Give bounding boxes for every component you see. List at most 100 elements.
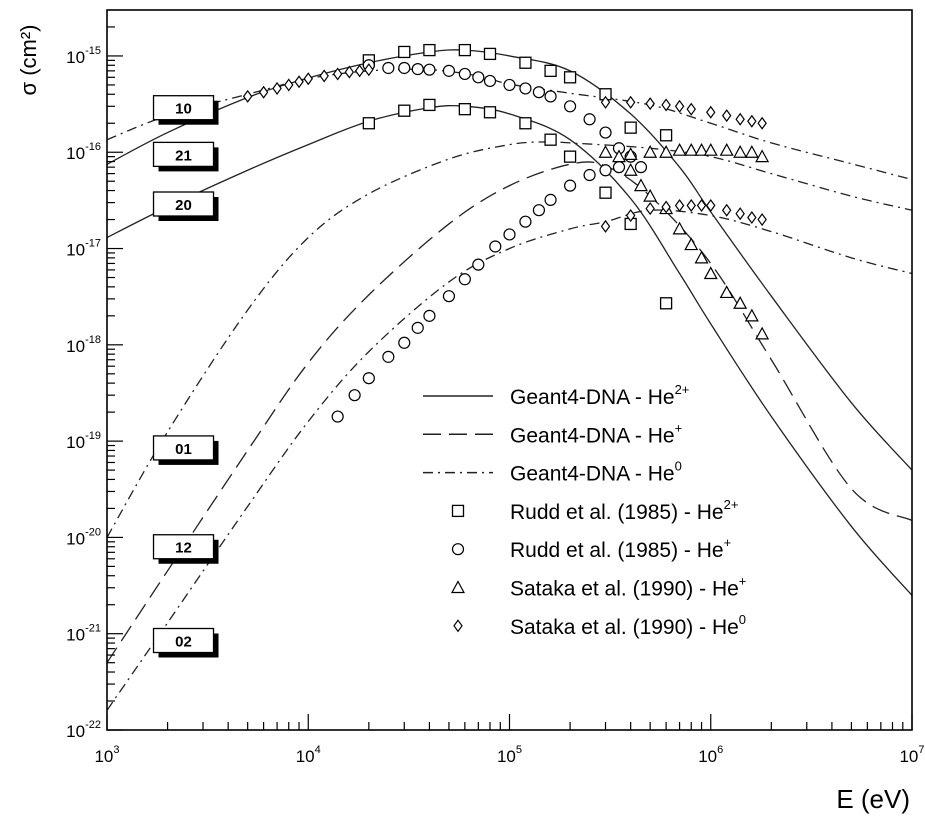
data-point-triangle bbox=[623, 147, 638, 160]
curve-label-12: 12 bbox=[152, 534, 219, 564]
legend-label: Rudd et al. (1985) - He+ bbox=[510, 535, 731, 562]
curve-label-box bbox=[152, 627, 215, 654]
data-point-triangle bbox=[703, 142, 718, 156]
curve-01 bbox=[106, 141, 913, 538]
data-point-diamond bbox=[294, 75, 304, 89]
data-point-diamond bbox=[303, 72, 313, 86]
curve-label-box bbox=[152, 191, 215, 217]
legend-marker-circle bbox=[451, 543, 465, 556]
data-point-diamond bbox=[686, 102, 696, 116]
curve-label-layer: 10 21 20 01 12 02 bbox=[152, 95, 219, 658]
data-point-circle bbox=[503, 78, 516, 92]
x-tick-label: 106 bbox=[698, 744, 723, 766]
marker-layer bbox=[242, 43, 770, 423]
legend-label-text: Rudd et al. (1985) - He bbox=[510, 501, 724, 524]
data-point-triangle bbox=[643, 188, 658, 202]
y-tick-label: 10-18 bbox=[66, 334, 101, 356]
data-point-square bbox=[544, 64, 557, 78]
data-point-square bbox=[362, 117, 375, 130]
x-tick-label-base: 10 bbox=[698, 747, 717, 766]
legend-label-text: Geant4-DNA - He bbox=[510, 386, 675, 409]
data-point-circle bbox=[442, 290, 456, 303]
data-point-triangle bbox=[623, 163, 638, 176]
data-point-square bbox=[423, 98, 436, 112]
curve-label-text: 02 bbox=[175, 634, 192, 651]
y-axis-label: σ (cm²) bbox=[16, 25, 41, 96]
data-point-triangle bbox=[694, 250, 709, 264]
data-point-circle bbox=[612, 161, 626, 174]
data-point-square bbox=[599, 186, 612, 199]
data-point-diamond bbox=[674, 99, 685, 113]
data-point-triangle bbox=[598, 144, 613, 158]
data-point-square bbox=[563, 71, 577, 84]
legend-entry: Sataka et al. (1990) - He+ bbox=[450, 574, 746, 601]
legend-label-superscript: 2+ bbox=[724, 497, 739, 512]
data-point-triangle bbox=[755, 149, 770, 163]
data-point-square bbox=[398, 104, 411, 117]
data-point-triangle bbox=[694, 142, 709, 156]
curve-label-text: 12 bbox=[175, 540, 192, 557]
data-point-triangle bbox=[672, 142, 687, 156]
data-point-diamond bbox=[645, 97, 655, 111]
legend-label-superscript: + bbox=[739, 574, 747, 589]
legend-entry: Geant4-DNA - He2+ bbox=[423, 382, 689, 409]
data-point-diamond bbox=[344, 65, 355, 79]
data-point-circle bbox=[483, 74, 497, 88]
data-point-square bbox=[563, 150, 577, 163]
data-point-circle bbox=[458, 67, 471, 81]
data-point-circle bbox=[472, 258, 485, 271]
curve-12 bbox=[106, 161, 913, 664]
data-point-triangle bbox=[643, 144, 658, 158]
data-point-circle bbox=[382, 61, 395, 75]
data-point-circle bbox=[532, 86, 546, 99]
legend-label: Sataka et al. (1990) - He+ bbox=[510, 574, 746, 601]
data-point-circle bbox=[331, 410, 344, 423]
data-point-triangle bbox=[633, 178, 648, 192]
y-tick-label: 10-17 bbox=[66, 238, 101, 260]
data-point-circle bbox=[599, 126, 612, 139]
legend-label-text: Rudd et al. (1985) - He bbox=[510, 539, 724, 562]
x-tick-label-exponent: 4 bbox=[315, 744, 321, 756]
legend-label: Geant4-DNA - He2+ bbox=[510, 382, 689, 409]
data-point-circle bbox=[442, 64, 456, 77]
x-tick-label-base: 10 bbox=[497, 747, 516, 766]
data-point-diamond bbox=[284, 78, 294, 92]
curve-label-text: 20 bbox=[175, 197, 192, 214]
x-tick-label: 104 bbox=[296, 744, 321, 766]
curve-label-box bbox=[152, 435, 215, 461]
data-point-circle bbox=[423, 309, 436, 322]
data-point-diamond bbox=[645, 202, 655, 216]
y-tick-label-exponent: -17 bbox=[85, 238, 101, 250]
legend-marker-diamond bbox=[453, 619, 463, 633]
legend-label-text: Sataka et al. (1990) - He bbox=[510, 578, 739, 601]
data-point-diamond bbox=[735, 112, 745, 126]
x-tick-label-exponent: 7 bbox=[918, 744, 924, 756]
y-tick-label: 10-15 bbox=[66, 45, 101, 67]
legend-marker-square bbox=[451, 504, 465, 518]
data-point-circle bbox=[362, 372, 375, 385]
legend-label: Sataka et al. (1990) - He0 bbox=[510, 612, 746, 639]
legend-label-superscript: + bbox=[724, 535, 732, 550]
data-point-circle bbox=[411, 321, 424, 334]
data-point-circle bbox=[411, 63, 424, 76]
data-point-circle bbox=[503, 228, 516, 241]
curve-label-01: 01 bbox=[152, 435, 219, 465]
curve-label-text: 01 bbox=[175, 441, 192, 458]
legend-label-text: Geant4-DNA - He bbox=[510, 463, 675, 486]
data-point-square bbox=[483, 47, 497, 61]
data-point-circle bbox=[519, 215, 532, 228]
data-point-diamond bbox=[721, 109, 732, 123]
data-point-diamond bbox=[600, 219, 611, 233]
y-tick-label: 10-19 bbox=[66, 430, 101, 452]
data-point-diamond bbox=[625, 209, 636, 223]
y-tick-label-base: 10 bbox=[66, 529, 85, 548]
x-axis-label: E (eV) bbox=[836, 784, 910, 814]
y-tick-label-base: 10 bbox=[66, 722, 85, 741]
y-tick-label-base: 10 bbox=[66, 241, 85, 260]
legend-entry: Sataka et al. (1990) - He0 bbox=[453, 612, 746, 639]
data-point-diamond bbox=[272, 81, 282, 95]
y-tick-label-exponent: -19 bbox=[85, 430, 101, 442]
curve-label-box bbox=[152, 534, 215, 560]
y-tick-label-base: 10 bbox=[66, 337, 85, 356]
